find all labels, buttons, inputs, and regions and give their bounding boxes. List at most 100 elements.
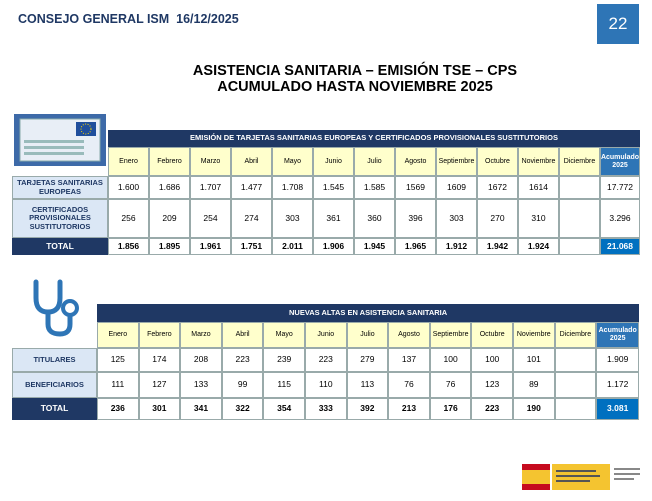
column-header: Agosto (395, 147, 436, 176)
data-cell: 360 (354, 199, 395, 238)
data-cell: 1.965 (395, 238, 436, 255)
row-label: TOTAL (12, 398, 97, 420)
total-cell: 1.909 (596, 348, 640, 372)
data-cell: 256 (108, 199, 149, 238)
data-cell: 125 (97, 348, 139, 372)
data-cell: 89 (513, 372, 555, 398)
data-cell: 133 (180, 372, 222, 398)
data-cell: 270 (477, 199, 518, 238)
column-header: Enero (108, 147, 149, 176)
total-cell: 3.081 (596, 398, 640, 420)
empty-cell (554, 372, 597, 398)
data-cell: 137 (388, 348, 430, 372)
data-cell: 1.707 (190, 176, 231, 199)
column-header: Marzo (180, 322, 222, 348)
row-label: CERTIFICADOS PROVISIONALES SUSTITUTORIOS (12, 199, 108, 238)
column-header: Julio (346, 322, 389, 348)
data-cell: 1.942 (477, 238, 518, 255)
data-cell: 115 (263, 372, 305, 398)
data-cell: 1.912 (436, 238, 477, 255)
data-cell: 1.895 (149, 238, 190, 255)
data-cell: 1.477 (231, 176, 272, 199)
column-header: Mayo (263, 322, 305, 348)
data-cell: 301 (138, 398, 181, 420)
column-header: Diciembre (559, 147, 600, 176)
total-cell: 17.772 (600, 176, 640, 199)
data-cell: 310 (518, 199, 559, 238)
column-header: Enero (97, 322, 139, 348)
total-cell: 1.172 (596, 372, 640, 398)
data-cell: 123 (471, 372, 513, 398)
data-cell: 1.600 (108, 176, 149, 199)
data-cell: 341 (180, 398, 222, 420)
data-cell: 333 (305, 398, 347, 420)
data-cell: 361 (313, 199, 354, 238)
stethoscope-icon (33, 279, 79, 337)
empty-cell (559, 199, 600, 238)
data-cell: 1.708 (272, 176, 313, 199)
title-line: ACUMULADO HASTA NOVIEMBRE 2025 (217, 79, 493, 95)
empty-cell (554, 398, 597, 420)
column-header: Marzo (190, 147, 231, 176)
data-cell: 223 (471, 398, 513, 420)
data-cell: 1569 (395, 176, 436, 199)
total-cell: 21.068 (600, 238, 640, 255)
empty-cell (559, 238, 600, 255)
column-header: Diciembre (554, 322, 597, 348)
data-cell: 223 (305, 348, 347, 372)
data-cell: 279 (346, 348, 389, 372)
data-cell: 1.945 (354, 238, 395, 255)
data-cell: 76 (429, 372, 472, 398)
data-cell: 1.961 (190, 238, 231, 255)
data-cell: 2.011 (272, 238, 313, 255)
data-cell: 236 (97, 398, 139, 420)
column-header: Junio (305, 322, 347, 348)
column-header: Septiembre (429, 322, 472, 348)
data-cell: 190 (513, 398, 555, 420)
column-header: Octubre (471, 322, 513, 348)
data-cell: 1.585 (354, 176, 395, 199)
data-cell: 76 (388, 372, 430, 398)
data-cell: 1.545 (313, 176, 354, 199)
data-cell: 1.751 (231, 238, 272, 255)
column-header: Abril (221, 322, 264, 348)
column-header: Julio (354, 147, 395, 176)
empty-cell (559, 176, 600, 199)
data-cell: 239 (263, 348, 305, 372)
column-header: Acumulado 2025 (596, 322, 640, 348)
column-header: Septiembre (436, 147, 477, 176)
row-label: TARJETAS SANITARIAS EUROPEAS (12, 176, 108, 199)
data-cell: 1.686 (149, 176, 190, 199)
data-cell: 223 (221, 348, 264, 372)
title-line: ASISTENCIA SANITARIA – EMISIÓN TSE – CPS (192, 63, 518, 79)
data-cell: 1.906 (313, 238, 354, 255)
data-cell: 100 (429, 348, 472, 372)
data-cell: 110 (305, 372, 347, 398)
card-icon (14, 114, 106, 166)
column-header: Noviembre (518, 147, 559, 176)
data-cell: 392 (346, 398, 389, 420)
empty-cell (554, 348, 597, 372)
data-cell: 1.856 (108, 238, 149, 255)
data-cell: 254 (190, 199, 231, 238)
data-cell: 303 (436, 199, 477, 238)
column-header: Octubre (477, 147, 518, 176)
data-cell: 1.924 (518, 238, 559, 255)
data-cell: 1614 (518, 176, 559, 199)
page-number: 22 (597, 4, 639, 44)
table-title: EMISIÓN DE TARJETAS SANITARIAS EUROPEAS … (108, 130, 640, 147)
data-cell: 101 (513, 348, 555, 372)
total-cell: 3.296 (600, 199, 640, 238)
column-header: Agosto (388, 322, 430, 348)
table-title: NUEVAS ALTAS EN ASISTENCIA SANITARIA (97, 304, 640, 322)
row-label: BENEFICIARIOS (12, 372, 97, 398)
column-header: Abril (231, 147, 272, 176)
data-cell: 100 (471, 348, 513, 372)
column-header: Junio (313, 147, 354, 176)
column-header: Acumulado 2025 (600, 147, 640, 176)
data-cell: 209 (149, 199, 190, 238)
data-cell: 322 (221, 398, 264, 420)
data-cell: 213 (388, 398, 430, 420)
data-cell: 208 (180, 348, 222, 372)
